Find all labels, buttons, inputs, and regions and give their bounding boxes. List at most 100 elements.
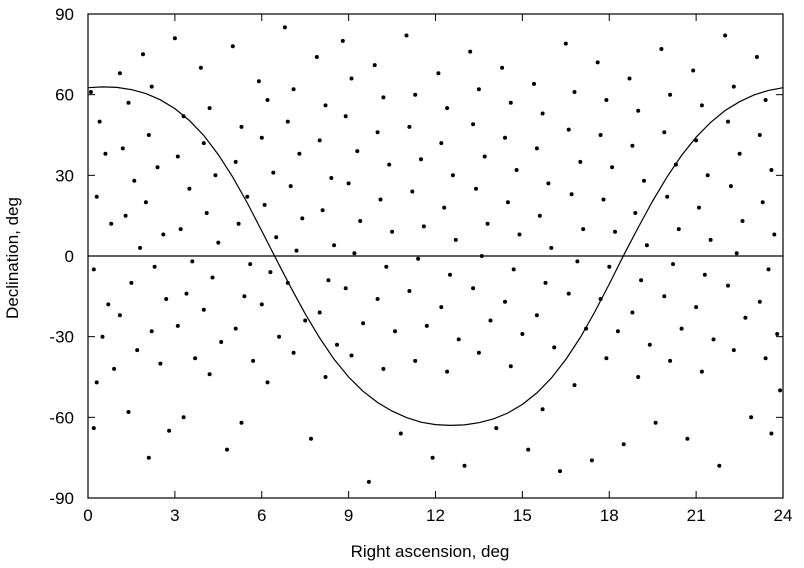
data-point	[630, 310, 635, 315]
data-point	[355, 149, 360, 154]
data-point	[300, 216, 305, 221]
data-point	[442, 205, 447, 210]
data-point	[763, 356, 768, 361]
data-point	[201, 141, 206, 146]
data-point	[726, 283, 730, 288]
data-point	[757, 133, 762, 137]
x-tick-label: 15	[513, 506, 532, 525]
data-point	[534, 313, 539, 318]
data-point	[172, 36, 177, 41]
axes: 0 3 6 9 12 15 18 21 24 90 60 30 0 -30 -60 -90	[49, 5, 792, 525]
data-point	[291, 87, 296, 92]
data-point	[94, 194, 99, 199]
data-point	[737, 151, 742, 156]
data-points	[88, 25, 783, 484]
data-point	[671, 262, 675, 267]
data-point	[381, 95, 386, 100]
data-point	[691, 68, 696, 73]
data-point	[91, 267, 96, 272]
data-point	[462, 463, 467, 468]
data-point	[448, 272, 452, 277]
data-point	[109, 221, 114, 226]
x-tick-label: 18	[600, 506, 619, 525]
data-point	[728, 184, 733, 189]
data-point	[685, 436, 690, 441]
data-point	[633, 211, 638, 215]
x-tick-label: 6	[257, 506, 266, 525]
x-tick-label: 9	[344, 506, 353, 525]
data-point	[500, 65, 505, 70]
data-point	[503, 299, 507, 304]
data-point	[468, 49, 473, 54]
data-point	[149, 329, 154, 334]
x-tick-label: 3	[170, 506, 179, 525]
data-point	[413, 92, 418, 97]
data-point	[471, 286, 476, 291]
data-point	[572, 383, 577, 388]
data-point	[769, 431, 774, 436]
data-point	[699, 103, 704, 108]
data-point	[91, 426, 96, 431]
x-tick-label: 12	[426, 506, 445, 525]
data-point	[384, 264, 389, 269]
data-point	[540, 111, 545, 116]
data-point	[213, 173, 218, 178]
data-point	[436, 71, 441, 76]
data-point	[323, 103, 328, 108]
data-point	[309, 436, 313, 441]
data-point	[676, 227, 681, 232]
data-point	[743, 315, 748, 320]
data-point	[398, 431, 403, 436]
data-point	[508, 364, 513, 369]
data-point	[705, 173, 710, 178]
data-point	[378, 197, 383, 202]
data-point	[204, 211, 209, 215]
data-point	[210, 275, 215, 280]
data-point	[117, 71, 122, 76]
data-point	[636, 108, 641, 113]
data-point	[329, 176, 334, 180]
y-tick-label: 0	[65, 247, 74, 266]
data-point	[534, 146, 539, 151]
data-point	[143, 200, 148, 205]
data-point	[317, 138, 322, 143]
data-point	[317, 310, 322, 315]
data-point	[668, 358, 673, 363]
data-point	[361, 321, 366, 326]
data-point	[390, 229, 395, 234]
galactic-plane-curve	[87, 86, 784, 427]
data-point	[514, 168, 519, 172]
data-point	[343, 114, 348, 119]
data-point	[503, 135, 507, 140]
data-point	[471, 122, 476, 127]
data-point	[627, 76, 632, 81]
data-point	[149, 84, 154, 89]
data-point	[419, 157, 423, 162]
y-axis-label: Declination, deg	[3, 197, 22, 319]
data-point	[673, 162, 678, 167]
data-point	[117, 313, 122, 318]
data-point	[88, 90, 93, 94]
data-point	[352, 251, 357, 256]
data-point	[474, 186, 478, 191]
data-point	[659, 47, 664, 51]
data-point	[653, 420, 658, 425]
data-point	[532, 81, 536, 86]
data-point	[549, 245, 554, 250]
data-point	[259, 135, 264, 140]
data-point	[662, 294, 667, 299]
data-point	[584, 326, 589, 331]
x-tick-label: 24	[774, 506, 793, 525]
data-point	[766, 267, 771, 272]
data-point	[578, 159, 583, 164]
data-point	[636, 375, 641, 379]
data-point	[662, 130, 667, 135]
data-point	[346, 181, 351, 186]
data-point	[184, 291, 189, 296]
data-point	[146, 455, 151, 460]
data-point	[543, 280, 548, 285]
data-point	[424, 323, 429, 328]
data-point	[723, 33, 728, 38]
data-point	[349, 353, 354, 358]
